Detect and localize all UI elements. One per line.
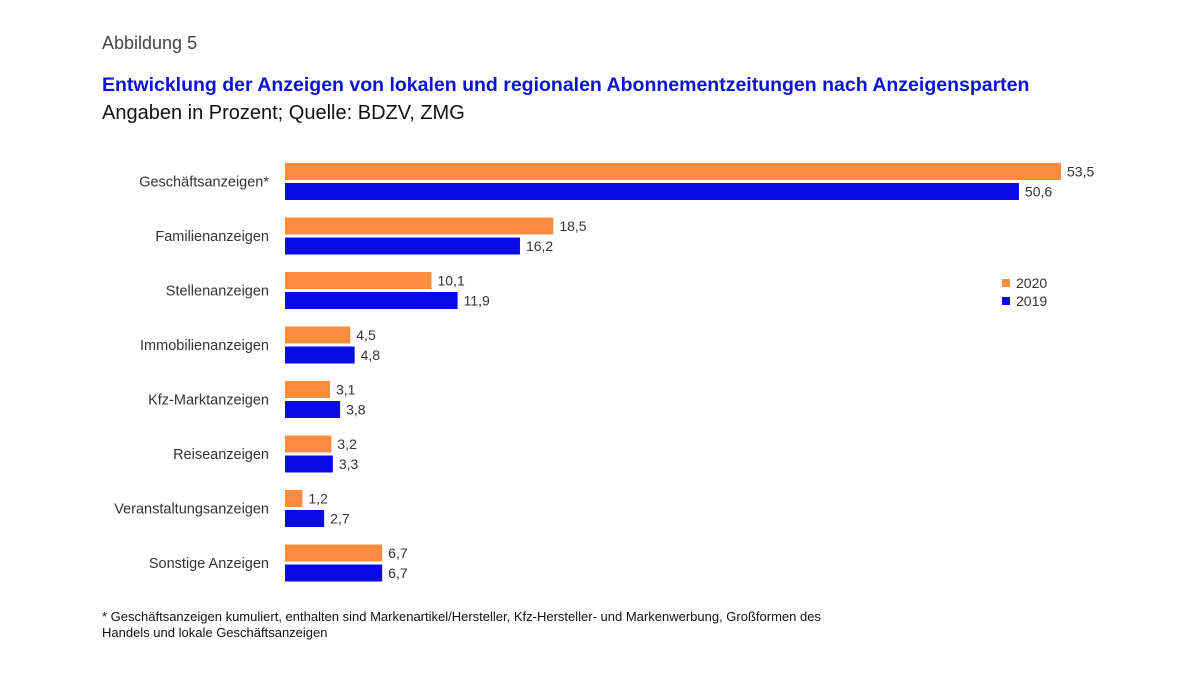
legend-label-2019: 2019 xyxy=(1016,293,1048,309)
value-label-2020-familienanzeigen: 18,5 xyxy=(559,218,586,234)
bar-2020-reiseanzeigen xyxy=(285,435,332,453)
bar-2020-familienanzeigen xyxy=(285,217,554,235)
value-label-2020-reiseanzeigen: 3,2 xyxy=(337,436,357,452)
bar-2019-sonstige-anzeigen xyxy=(285,564,383,582)
category-label-stellenanzeigen: Stellenanzeigen xyxy=(166,284,269,300)
category-label-familienanzeigen: Familienanzeigen xyxy=(155,229,269,245)
value-label-2019-sonstige-anzeigen: 6,7 xyxy=(388,565,408,581)
bar-2020-sonstige-anzeigen xyxy=(285,544,383,562)
category-label-sonstige-anzeigen: Sonstige Anzeigen xyxy=(149,556,269,572)
value-label-2020-stellenanzeigen: 10,1 xyxy=(437,273,464,289)
footnote: * Geschäftsanzeigen kumuliert, enthalten… xyxy=(102,609,821,640)
bar-chart: Geschäftsanzeigen* 53,5 50,6 Familienanzeig… xyxy=(114,163,1094,582)
category-label-immobilienanzeigen: Immobilienanzeigen xyxy=(140,338,269,354)
value-label-2019-veranstaltungsanzeigen: 2,7 xyxy=(330,511,350,527)
value-label-2020-immobilienanzeigen: 4,5 xyxy=(356,327,376,343)
bar-2020-kfz-marktanzeigen xyxy=(285,381,330,398)
value-label-2019-stellenanzeigen: 11,9 xyxy=(464,293,490,309)
category-label-kfz-marktanzeigen: Kfz-Marktanzeigen xyxy=(148,393,269,409)
bar-2019-stellenanzeigen xyxy=(285,292,458,309)
chart-title: Entwicklung der Anzeigen von lokalen und… xyxy=(102,74,1030,96)
legend-item-2019: 2019 xyxy=(1002,292,1047,310)
chart-subtitle: Angaben in Prozent; Quelle: BDZV, ZMG xyxy=(102,102,465,124)
bar-2019-gesch-ftsanzeigen xyxy=(285,183,1019,200)
legend-label-2020: 2020 xyxy=(1016,275,1048,291)
category-label-veranstaltungsanzeigen: Veranstaltungsanzeigen xyxy=(114,502,269,518)
value-label-2020-veranstaltungsanzeigen: 1,2 xyxy=(308,491,328,507)
category-label-gesch-ftsanzeigen: Geschäftsanzeigen* xyxy=(139,175,269,191)
value-label-2019-immobilienanzeigen: 4,8 xyxy=(361,347,381,363)
bar-2019-immobilienanzeigen xyxy=(285,346,355,364)
bar-2020-stellenanzeigen xyxy=(285,272,432,289)
value-label-2020-sonstige-anzeigen: 6,7 xyxy=(388,545,408,561)
legend-item-2020: 2020 xyxy=(1002,274,1047,292)
value-label-2019-familienanzeigen: 16,2 xyxy=(526,238,553,254)
bar-2019-veranstaltungsanzeigen xyxy=(285,510,325,527)
value-label-2019-kfz-marktanzeigen: 3,8 xyxy=(346,402,366,418)
value-label-2020-gesch-ftsanzeigen: 53,5 xyxy=(1067,164,1094,180)
bar-2019-kfz-marktanzeigen xyxy=(285,401,341,418)
bar-2020-gesch-ftsanzeigen xyxy=(285,163,1061,180)
value-label-2020-kfz-marktanzeigen: 3,1 xyxy=(336,382,356,398)
bar-2019-reiseanzeigen xyxy=(285,455,333,473)
value-label-2019-reiseanzeigen: 3,3 xyxy=(339,456,359,472)
bar-2020-immobilienanzeigen xyxy=(285,326,351,344)
value-label-2019-gesch-ftsanzeigen: 50,6 xyxy=(1025,184,1052,200)
category-label-reiseanzeigen: Reiseanzeigen xyxy=(173,447,269,463)
legend-swatch-2020 xyxy=(1002,279,1010,287)
legend: 2020 2019 xyxy=(1002,274,1047,310)
figure-label: Abbildung 5 xyxy=(102,33,198,53)
bar-2020-veranstaltungsanzeigen xyxy=(285,490,303,507)
bar-2019-familienanzeigen xyxy=(285,237,520,255)
legend-swatch-2019 xyxy=(1002,297,1010,305)
